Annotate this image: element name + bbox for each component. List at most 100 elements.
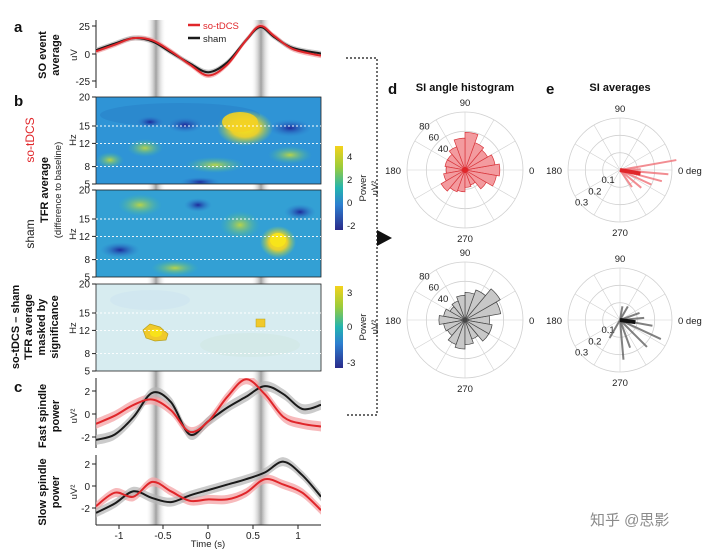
diff-ylabel-4: significance xyxy=(49,295,61,359)
cbar1-tick-0: 0 xyxy=(347,198,352,209)
cbar1-unit: uV² xyxy=(370,181,381,196)
si-vector xyxy=(619,319,632,349)
heatmap-tick-label: 8 xyxy=(84,162,90,173)
heatmap-difference xyxy=(96,284,321,371)
cbar2-tick-0: 0 xyxy=(347,322,352,333)
panel-c-letter: c xyxy=(14,379,22,396)
heatmap-sham xyxy=(96,190,321,277)
diff-ylabel-1: so-tDCS – sham xyxy=(10,285,22,370)
angle-label-270: 270 xyxy=(612,378,628,389)
radius-label: 0.3 xyxy=(575,197,588,208)
si-mean-vector xyxy=(619,318,636,325)
radius-label: 0.1 xyxy=(602,325,615,336)
hist-wedge xyxy=(464,289,486,321)
si-vector xyxy=(619,159,677,171)
heatmap-tick-label: 20 xyxy=(79,93,91,104)
si-mean-vector xyxy=(619,168,641,176)
line-so-tdcs xyxy=(96,24,321,77)
heatmap-tick-label: 8 xyxy=(84,349,90,360)
hist-wedge xyxy=(464,288,501,321)
panel-a-legend: so-tDCS sham xyxy=(188,21,239,45)
angle-label-0: 0 deg xyxy=(678,166,702,177)
heatmap-frame xyxy=(95,189,322,278)
hist-wedge xyxy=(444,159,466,171)
polar-spoke xyxy=(619,124,647,171)
angle-label-90: 90 xyxy=(615,254,626,265)
hist-wedge xyxy=(440,169,466,192)
tfr-ylabel-2: (difference to baseline) xyxy=(53,142,64,238)
heatmap-tick-label: 12 xyxy=(79,139,91,150)
angle-label-90: 90 xyxy=(460,248,471,259)
panel-e-letter: e xyxy=(546,81,554,98)
heatmap-frame xyxy=(95,283,322,372)
panel-b-letter: b xyxy=(14,93,23,110)
tfr-unit-1: Hz xyxy=(68,134,79,146)
angle-label-180: 180 xyxy=(385,316,401,327)
xtick-minus0.5: -0.5 xyxy=(154,531,172,542)
angle-label-270: 270 xyxy=(457,234,473,245)
cbar1-tick-minus2: -2 xyxy=(347,221,355,232)
polar-spoke xyxy=(619,293,666,321)
hist-wedge xyxy=(449,169,466,193)
radius-label: 0.2 xyxy=(588,336,601,347)
cbar1-label: Power xyxy=(358,175,369,202)
xtick-0: 0 xyxy=(205,531,211,542)
tfr-unit-2: Hz xyxy=(68,228,79,240)
slow-unit: uV² xyxy=(69,485,80,500)
hist-wedge xyxy=(457,169,466,193)
polar-spoke xyxy=(619,143,666,171)
colorbar-2-ticks: 3 0 -3 Power uV² xyxy=(347,288,381,369)
angle-label-0: 0 xyxy=(529,166,534,177)
hist-wedge xyxy=(464,163,501,177)
heatmap-tick-label: 15 xyxy=(79,122,91,133)
radius-label: 0.1 xyxy=(602,175,615,186)
radius-label: 40 xyxy=(438,144,449,155)
hist-wedge xyxy=(464,131,479,171)
polar-spoke xyxy=(593,274,621,321)
heatmap-tick-label: 5 xyxy=(84,180,90,191)
heatmap-tick-label: 12 xyxy=(79,232,91,243)
heatmap-tick-label: 15 xyxy=(79,309,91,320)
si-vector xyxy=(619,319,648,348)
radius-label: 80 xyxy=(419,272,430,283)
heatmap-tick-label: 5 xyxy=(84,367,90,378)
si-vector xyxy=(619,319,662,340)
connector-bracket xyxy=(346,57,392,416)
cbar2-unit: uV² xyxy=(370,320,381,335)
tick-c2-minus2: -2 xyxy=(81,504,90,515)
si-vector xyxy=(619,319,625,360)
hist-wedge xyxy=(464,169,497,187)
slow-ylabel-2: power xyxy=(50,475,62,508)
tick-a-0: 0 xyxy=(84,50,90,61)
hist-wedge xyxy=(454,319,466,350)
angle-label-270: 270 xyxy=(612,228,628,239)
polar-spoke xyxy=(619,319,647,366)
hist-wedge xyxy=(464,154,496,171)
angle-label-90: 90 xyxy=(460,98,471,109)
heatmap-tick-label: 20 xyxy=(79,280,91,291)
polar-spoke xyxy=(574,143,621,171)
tick-c2-2: 2 xyxy=(84,460,90,471)
label-sham: sham xyxy=(23,219,37,248)
legend-sham: sham xyxy=(203,34,226,45)
polar-spoke xyxy=(574,169,621,197)
angle-label-180: 180 xyxy=(546,316,562,327)
xtick-1: 1 xyxy=(295,531,301,542)
heatmap-tick-label: 20 xyxy=(79,186,91,197)
tfr-unit-3: Hz xyxy=(68,322,79,334)
colorbar-1 xyxy=(335,146,343,230)
cbar1-tick-4: 4 xyxy=(347,152,352,163)
panel-e-title: SI averages xyxy=(589,82,650,94)
fast-ylabel-2: power xyxy=(50,399,62,432)
xtick-minus1: -1 xyxy=(115,531,124,542)
radius-label: 80 xyxy=(419,122,430,133)
polar-avg-so-tdcs: 90 180 0 deg 270 0.10.20.3 xyxy=(546,104,702,239)
polar-spoke xyxy=(593,169,621,216)
slow-spindle-plot xyxy=(96,457,321,518)
hist-wedge xyxy=(464,319,493,335)
radius-label: 60 xyxy=(428,133,439,144)
label-so-tdcs: so-tDCS xyxy=(23,117,37,162)
line-so-tdcs xyxy=(96,378,321,434)
